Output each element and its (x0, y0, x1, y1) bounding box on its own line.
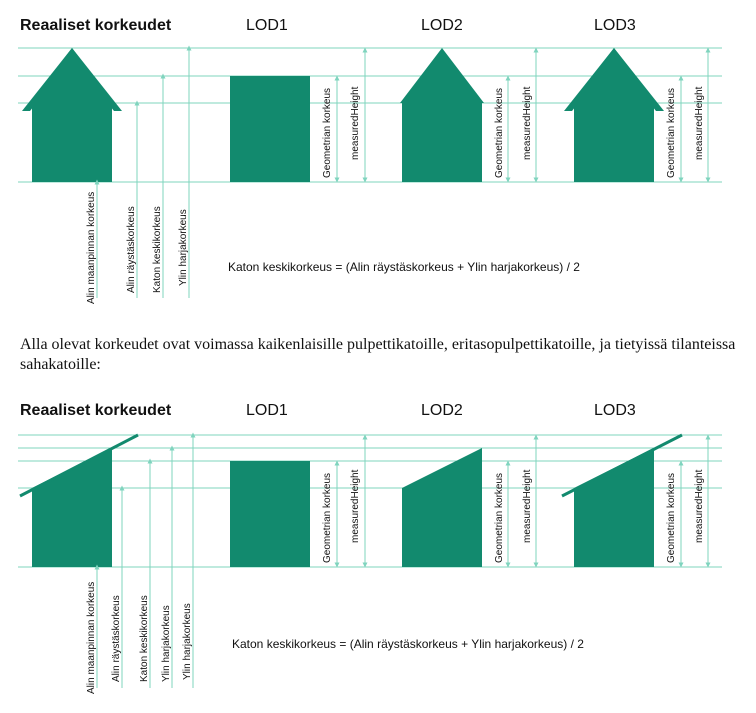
section-1-title-real: Reaaliset korkeudet (20, 17, 172, 34)
lod1-arrows-2 (334, 434, 368, 568)
label-eaves-2: Alin räystäskorkeus (111, 595, 122, 682)
lod3-building-1 (564, 48, 664, 182)
label-ground-2: Alin maanpinnan korkeus (86, 582, 97, 694)
label-eaves-1: Alin räystäskorkeus (126, 206, 137, 293)
section-1: Reaaliset korkeudet LOD1 LOD2 LOD3 Alin … (18, 17, 722, 304)
section-1-title-lod3: LOD3 (594, 17, 636, 34)
label-ground-1: Alin maanpinnan korkeus (86, 192, 97, 304)
lod2-building-2 (402, 448, 482, 567)
label-ridge-extra-2: Ylin harjakorkeus (161, 605, 172, 682)
lod2-arrows-2 (505, 434, 539, 568)
lod2-measured-label-2: measuredHeight (522, 469, 533, 543)
label-ridge-1: Ylin harjakorkeus (178, 209, 189, 286)
label-ridge-2: Ylin harjakorkeus (182, 603, 193, 680)
lod1-arrows-1 (334, 47, 368, 183)
section-2-title-lod2: LOD2 (421, 402, 463, 419)
section-2: Reaaliset korkeudet LOD1 LOD2 LOD3 Alin … (18, 402, 722, 694)
lod2-measured-label-1: measuredHeight (522, 86, 533, 160)
lod1-block-2 (230, 461, 310, 567)
explanatory-paragraph: Alla olevat korkeudet ovat voimassa kaik… (20, 336, 736, 373)
real-building-gable (22, 48, 122, 182)
lod2-geom-label-2: Geometrian korkeus (494, 473, 505, 563)
label-avg-1: Katon keskikorkeus (152, 206, 163, 293)
real-height-arrows-2 (94, 432, 196, 688)
lod1-measured-label-1: measuredHeight (350, 86, 361, 160)
real-height-arrows-1 (94, 45, 192, 298)
formula-2: Katon keskikorkeus = (Alin räystäskorkeu… (232, 637, 584, 651)
lod1-geom-label-2: Geometrian korkeus (322, 473, 333, 563)
lod3-geom-label-2: Geometrian korkeus (666, 473, 677, 563)
section-1-title-lod2: LOD2 (421, 17, 463, 34)
formula-1: Katon keskikorkeus = (Alin räystäskorkeu… (228, 260, 580, 274)
lod3-measured-label-2: measuredHeight (694, 469, 705, 543)
lod1-measured-label-2: measuredHeight (350, 469, 361, 543)
lod3-measured-label-1: measuredHeight (694, 86, 705, 160)
lod3-geom-label-1: Geometrian korkeus (666, 88, 677, 178)
real-building-shed (19, 433, 139, 567)
lod1-block-1 (230, 76, 310, 182)
section-2-title-lod3: LOD3 (594, 402, 636, 419)
lod2-geom-label-1: Geometrian korkeus (494, 88, 505, 178)
lod1-geom-label-1: Geometrian korkeus (322, 88, 333, 178)
lod2-building-1 (400, 48, 484, 182)
section-2-title-real: Reaaliset korkeudet (20, 402, 172, 419)
lod3-arrows-1 (678, 47, 711, 183)
lod3-building-2 (561, 433, 683, 567)
lod2-arrows-1 (505, 47, 539, 183)
lod3-arrows-2 (678, 434, 711, 568)
section-1-title-lod1: LOD1 (246, 17, 288, 34)
label-avg-2: Katon keskikorkeus (139, 595, 150, 682)
section-2-title-lod1: LOD1 (246, 402, 288, 419)
